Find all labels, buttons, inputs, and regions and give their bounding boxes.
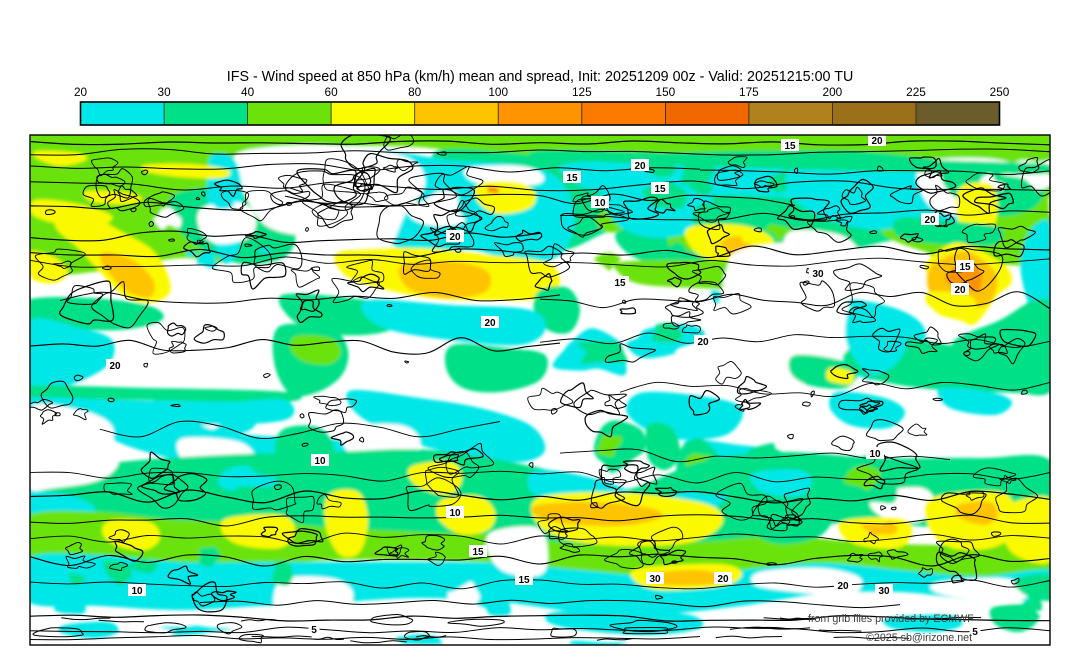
svg-text:from grib files provided by EC: from grib files provided by ECMWF xyxy=(808,613,974,625)
svg-text:10: 10 xyxy=(869,449,881,460)
svg-text:225: 225 xyxy=(906,85,926,99)
svg-text:30: 30 xyxy=(812,269,824,280)
svg-text:20: 20 xyxy=(449,232,461,243)
svg-text:5: 5 xyxy=(972,627,978,638)
svg-text:20: 20 xyxy=(871,136,883,147)
svg-text:125: 125 xyxy=(572,85,592,99)
svg-text:30: 30 xyxy=(878,586,890,597)
svg-text:20: 20 xyxy=(924,215,936,226)
svg-text:30: 30 xyxy=(158,85,172,99)
svg-text:200: 200 xyxy=(823,85,843,99)
svg-text:15: 15 xyxy=(654,184,666,195)
svg-text:20: 20 xyxy=(697,337,709,348)
svg-text:10: 10 xyxy=(314,456,326,467)
svg-text:IFS - Wind speed at 850 hPa (k: IFS - Wind speed at 850 hPa (km/h) mean … xyxy=(227,69,854,85)
svg-text:80: 80 xyxy=(408,85,422,99)
svg-text:20: 20 xyxy=(837,581,849,592)
svg-text:15: 15 xyxy=(518,575,530,586)
svg-text:30: 30 xyxy=(649,574,661,585)
svg-text:©2025 sb@irizone.net: ©2025 sb@irizone.net xyxy=(866,632,972,644)
svg-text:20: 20 xyxy=(634,161,646,172)
svg-text:15: 15 xyxy=(784,141,796,152)
svg-text:20: 20 xyxy=(484,318,496,329)
svg-text:10: 10 xyxy=(594,198,606,209)
svg-text:15: 15 xyxy=(566,173,578,184)
svg-text:60: 60 xyxy=(325,85,339,99)
svg-text:20: 20 xyxy=(74,85,88,99)
svg-text:175: 175 xyxy=(739,85,759,99)
svg-text:250: 250 xyxy=(990,85,1010,99)
svg-text:15: 15 xyxy=(959,262,971,273)
svg-text:10: 10 xyxy=(131,586,143,597)
svg-text:20: 20 xyxy=(717,574,729,585)
svg-text:10: 10 xyxy=(449,508,461,519)
svg-text:150: 150 xyxy=(656,85,676,99)
svg-text:15: 15 xyxy=(472,547,484,558)
svg-text:15: 15 xyxy=(614,278,626,289)
svg-text:40: 40 xyxy=(241,85,255,99)
svg-text:20: 20 xyxy=(954,285,966,296)
svg-text:100: 100 xyxy=(488,85,508,99)
svg-text:5: 5 xyxy=(311,625,317,636)
svg-text:20: 20 xyxy=(109,361,121,372)
